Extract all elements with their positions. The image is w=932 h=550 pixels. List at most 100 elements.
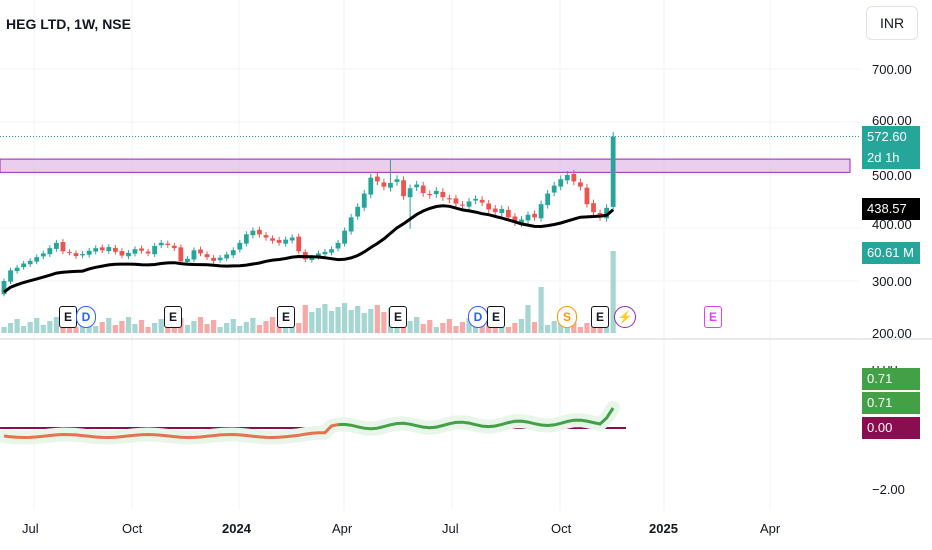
time-tick-label: 2024 [222,521,251,536]
volume-bar [132,324,138,333]
volume-bar [407,321,413,333]
candle-body [139,248,144,251]
earnings-marker[interactable]: E [59,306,77,328]
candle-body [67,252,72,254]
candle-body [8,270,13,282]
candle-body [250,230,256,236]
candle-body [191,250,197,260]
volume-bar [7,323,14,333]
indicator-line-negative [3,423,339,440]
price-tick-label: 700.00 [872,62,912,77]
volume-bar [289,327,295,333]
volume-bar [80,323,86,333]
symbol-title[interactable]: HEG LTD, 1W, NSE [6,16,131,32]
time-tick-label: Oct [551,521,572,536]
candle-body [60,242,66,252]
candle-body [296,236,302,252]
volume-bar [60,324,66,333]
volume-bar [342,303,348,333]
candle-body [276,239,282,243]
volume-bar [315,308,321,333]
candle-body [460,204,465,206]
time-tick-label: Apr [760,521,781,536]
volume-bar [610,251,616,333]
volume-bar [184,325,190,333]
candle-body [564,175,570,181]
earnings-marker[interactable]: E [487,306,505,328]
volume-bar [158,319,164,333]
volume-bar [191,321,197,333]
candle-body [86,250,92,255]
volume-bar [1,327,7,333]
candle-body [355,206,361,217]
earnings-marker[interactable]: E [389,306,407,328]
earnings-marker[interactable]: E [277,306,295,328]
volume-bar [138,320,145,333]
news-flash-icon[interactable]: ⚡ [614,306,636,328]
time-tick-label: Oct [122,521,143,536]
volume-bar [296,323,302,333]
candle-body [466,201,472,207]
indicator-zero-badge: 0.00 [862,417,920,439]
price-tick-label: 300.00 [872,274,912,289]
candle-body [243,234,249,244]
dividend-marker[interactable]: D [76,306,96,328]
candle-body [388,182,393,188]
upcoming-earnings-marker[interactable]: E [704,306,722,328]
candle-body [545,193,551,206]
indicator-series [0,401,626,445]
indicator-badge-b: 0.71 [862,392,920,414]
volume-bar [538,287,544,333]
indicator-badge-a: 0.71 [862,368,920,390]
earnings-marker[interactable]: E [164,306,182,328]
indicator-tick-label: −2.00 [872,482,905,497]
candle-body [237,242,243,250]
candle-body [368,177,374,195]
candle-body [551,185,557,193]
moving-average-line [3,204,615,294]
earnings-marker[interactable]: E [591,306,609,328]
volume-bar [335,307,341,333]
candle-body [145,251,151,254]
candle-body [479,199,485,203]
volume-bar [577,327,583,333]
volume-bar [368,309,374,333]
time-tick-label: Jul [442,521,459,536]
volume-bar [106,318,112,333]
currency-button[interactable]: INR [866,6,918,40]
volume-bar [551,321,557,333]
volume-bar [446,319,452,333]
candle-body [571,173,577,182]
candle-body [348,217,354,232]
volume-badge: 60.61 M [862,242,920,264]
candle-body [99,247,105,251]
candle-body [152,246,158,255]
split-marker[interactable]: S [557,306,577,328]
candle-body [329,249,334,253]
candle-body [106,247,112,252]
volume-bar [40,325,46,333]
indicator-line-positive [338,407,615,431]
volume-bar [125,317,132,333]
candle-body [420,185,426,194]
countdown-badge: 2d 1h [862,147,920,169]
candle-body [492,208,498,213]
volume-bar [531,322,538,333]
resistance-zone[interactable] [0,158,851,173]
price-tick-label: 400.00 [872,217,912,232]
volume-bar [112,325,118,333]
candle-body [309,257,315,260]
volume-bar [473,325,479,333]
candle-body [119,251,125,256]
volume-bar [348,310,354,333]
candle-body [401,180,406,197]
time-tick-label: 2025 [649,521,678,536]
candle-body [525,214,531,221]
dividend-marker[interactable]: D [468,306,488,328]
candle-body [73,253,79,257]
volume-bar [381,312,387,333]
candle-body [185,258,190,263]
volume-bar [217,327,223,333]
volume-bar [427,320,433,333]
